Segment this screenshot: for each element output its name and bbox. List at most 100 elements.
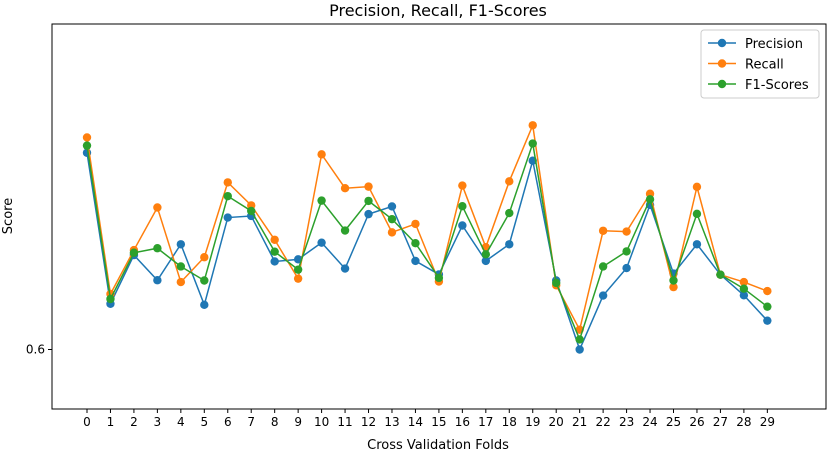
data-point: [200, 253, 209, 262]
data-point: [528, 139, 537, 148]
data-point: [622, 263, 631, 273]
data-point: [340, 226, 350, 235]
data-point: [528, 121, 537, 130]
legend-marker: [717, 79, 727, 89]
data-point: [82, 133, 92, 142]
x-tick-label: 8: [271, 415, 279, 429]
data-point: [458, 221, 467, 230]
data-point: [505, 208, 514, 218]
data-point: [247, 206, 256, 216]
x-tick-label: 1: [107, 415, 115, 429]
data-point: [411, 256, 420, 266]
data-point: [200, 300, 209, 310]
y-tick-label: 0.6: [26, 343, 45, 357]
data-point: [505, 240, 514, 249]
data-point: [153, 276, 162, 285]
legend-label: F1-Scores: [745, 78, 809, 93]
data-point: [317, 238, 326, 247]
data-point: [739, 291, 749, 300]
data-point: [692, 182, 702, 192]
y-axis-label: Score: [1, 198, 16, 234]
data-point: [481, 250, 491, 259]
data-point: [458, 201, 467, 211]
x-tick-label: 9: [294, 415, 302, 429]
x-tick-label: 6: [224, 415, 232, 429]
legend-label: Precision: [745, 37, 803, 52]
x-tick-label: 0: [83, 415, 91, 429]
legend-label: Recall: [745, 58, 784, 73]
legend: Precision Recall F1-Scores: [700, 29, 820, 99]
data-point: [317, 196, 326, 205]
x-tick-label: 17: [478, 415, 493, 429]
x-axis-label: Cross Validation Folds: [367, 438, 509, 452]
x-tick-label: 26: [689, 415, 704, 429]
data-point: [153, 244, 162, 253]
data-point: [552, 278, 561, 288]
data-point: [223, 213, 232, 222]
x-tick-label: 19: [525, 415, 540, 429]
data-point: [106, 294, 115, 304]
data-point: [669, 282, 678, 292]
data-point: [270, 235, 279, 244]
x-tick-label: 18: [502, 415, 517, 429]
x-tick-label: 16: [455, 415, 470, 429]
x-tick-label: 24: [642, 415, 657, 429]
legend-item: Precision: [708, 37, 803, 52]
data-point: [387, 214, 397, 224]
data-point: [317, 150, 326, 159]
series-line: [86, 143, 768, 342]
data-point: [82, 141, 92, 150]
series-line: [86, 122, 768, 332]
x-tick-label: 13: [384, 415, 399, 429]
x-tick-label: 22: [595, 415, 610, 429]
data-point: [622, 227, 631, 236]
x-tick-label: 21: [572, 415, 587, 429]
series-f1-scores: [82, 139, 772, 344]
x-tick-label: 14: [408, 415, 423, 429]
data-point: [387, 202, 397, 211]
data-point: [598, 262, 608, 271]
data-point: [645, 195, 655, 204]
x-tick-label: 7: [247, 415, 255, 429]
data-point: [387, 228, 397, 237]
data-point: [692, 240, 702, 249]
data-point: [716, 270, 725, 279]
data-point: [575, 345, 584, 354]
x-tick-label: 29: [760, 415, 775, 429]
y-axis: 0.6: [26, 343, 52, 357]
data-point: [340, 264, 350, 273]
x-tick-label: 10: [314, 415, 329, 429]
data-point: [411, 219, 420, 229]
data-point: [129, 248, 139, 257]
data-point: [481, 256, 491, 266]
data-point: [669, 276, 678, 285]
x-tick-label: 3: [154, 415, 162, 429]
data-point: [293, 274, 303, 283]
x-tick-label: 28: [736, 415, 751, 429]
data-point: [364, 196, 373, 206]
series-line: [86, 152, 768, 352]
data-point: [434, 273, 444, 283]
data-point: [200, 276, 209, 285]
x-tick-label: 25: [666, 415, 681, 429]
x-tick-label: 12: [361, 415, 376, 429]
x-tick-label: 4: [177, 415, 185, 429]
data-point: [176, 262, 186, 271]
legend-marker: [717, 38, 727, 48]
data-point: [223, 178, 232, 187]
data-point: [458, 181, 467, 190]
data-point: [411, 239, 420, 248]
x-tick-label: 23: [619, 415, 634, 429]
series-layer: [82, 121, 772, 354]
x-tick-label: 20: [549, 415, 564, 429]
legend-item: F1-Scores: [708, 78, 809, 93]
data-point: [293, 265, 303, 274]
data-point: [598, 226, 608, 235]
x-tick-label: 2: [130, 415, 138, 429]
x-axis: 0 1 2 3 4 5 6 7 8 9 10 11 12 13 14 15 16 17 18 19 20 21 22 23 24…: [83, 409, 775, 429]
data-point: [763, 316, 772, 325]
chart-title: Precision, Recall, F1-Scores: [329, 1, 547, 20]
data-point: [622, 247, 631, 256]
x-tick-label: 27: [713, 415, 728, 429]
